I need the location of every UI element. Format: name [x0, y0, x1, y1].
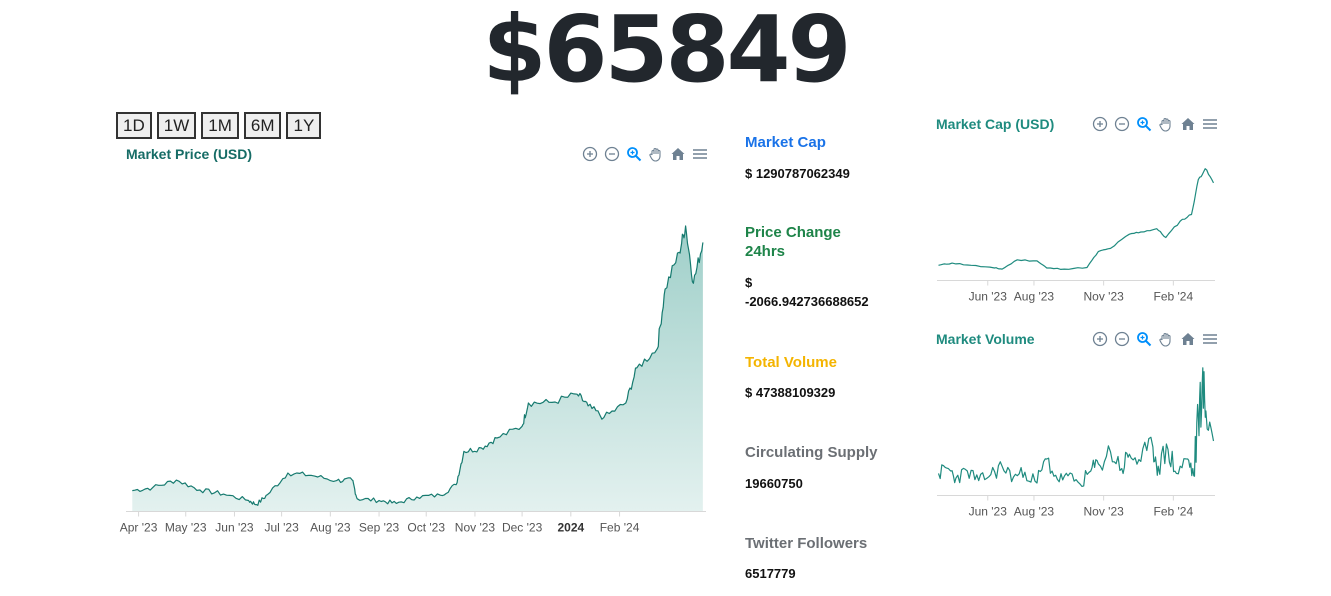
x-tick-label: Aug '23: [1014, 290, 1055, 304]
x-tick-label: Oct '23: [407, 521, 445, 535]
market-volume-series: [937, 367, 1215, 487]
zoom-in-icon[interactable]: [1091, 330, 1109, 348]
x-tick-label: Feb '24: [1154, 290, 1194, 304]
stat-label: Market Cap: [745, 134, 826, 151]
x-tick-label: Nov '23: [1083, 505, 1124, 519]
x-tick-label: Feb '24: [1154, 505, 1194, 519]
current-price: $65849: [482, 0, 851, 103]
zoom-in-icon[interactable]: [581, 145, 599, 163]
stat-price-change: Price Change 24hrs $ -2066.942736688652: [745, 223, 869, 309]
x-tick-label: Jun '23: [215, 521, 254, 535]
reset-home-icon[interactable]: [1179, 330, 1197, 348]
stat-label: Total Volume: [745, 354, 837, 371]
x-tick-label: Dec '23: [502, 521, 543, 535]
stat-total-volume: Total Volume $ 47388109329: [745, 353, 837, 400]
stat-value: $ 47388109329: [745, 385, 836, 400]
market-cap-chart-toolbar: [1091, 115, 1219, 133]
market-price-chart-toolbar: [581, 145, 709, 163]
market-volume-chart-toolbar: [1091, 330, 1219, 348]
pan-hand-icon[interactable]: [1157, 115, 1175, 133]
market-volume-chart-title: Market Volume: [936, 331, 1035, 347]
stat-value: 19660750: [745, 476, 803, 491]
zoom-out-icon[interactable]: [1113, 115, 1131, 133]
zoom-out-icon[interactable]: [603, 145, 621, 163]
menu-icon[interactable]: [1201, 330, 1219, 348]
market-price-chart-title: Market Price (USD): [126, 146, 253, 162]
reset-home-icon[interactable]: [669, 145, 687, 163]
x-tick-label: Jul '23: [264, 521, 299, 535]
stat-value: $ 1290787062349: [745, 166, 850, 181]
range-1m-button[interactable]: 1M: [201, 112, 239, 139]
time-range-selector: 1D 1W 1M 6M 1Y: [116, 112, 322, 139]
market-price-series: [132, 225, 704, 506]
x-tick-label: 2024: [557, 521, 584, 535]
market-price-chart: Apr '23 May '23 Jun '23 Jul '23 Aug '23 Sep '…: [120, 225, 706, 535]
stat-label: Twitter Followers: [745, 535, 868, 552]
zoom-in-icon[interactable]: [1091, 115, 1109, 133]
x-tick-label: Nov '23: [455, 521, 496, 535]
selection-zoom-icon[interactable]: [625, 145, 643, 163]
range-6m-button[interactable]: 6M: [243, 112, 282, 139]
range-1d-button[interactable]: 1D: [116, 112, 152, 139]
market-cap-chart: Jun '23 Aug '23 Nov '23 Feb '24: [937, 168, 1215, 304]
range-1w-button[interactable]: 1W: [156, 112, 197, 139]
x-tick-label: Aug '23: [1014, 505, 1055, 519]
x-tick-label: Aug '23: [310, 521, 351, 535]
zoom-out-icon[interactable]: [1113, 330, 1131, 348]
x-tick-label: Feb '24: [600, 521, 640, 535]
x-tick-label: May '23: [165, 521, 207, 535]
stat-market-cap: Market Cap $ 1290787062349: [745, 133, 850, 181]
x-tick-label: Apr '23: [120, 521, 158, 535]
x-tick-label: Jun '23: [969, 505, 1008, 519]
stat-value: 6517779: [745, 566, 796, 581]
selection-zoom-icon[interactable]: [1135, 330, 1153, 348]
stat-value-line2: -2066.942736688652: [745, 294, 869, 309]
stat-label: Circulating Supply: [745, 444, 878, 461]
stat-label-line1: Price Change: [745, 224, 841, 241]
pan-hand-icon[interactable]: [647, 145, 665, 163]
price-area: [132, 226, 703, 511]
range-1y-button[interactable]: 1Y: [286, 112, 322, 139]
market-cap-chart-title: Market Cap (USD): [936, 116, 1055, 132]
stat-label-line2: 24hrs: [745, 243, 786, 260]
pan-hand-icon[interactable]: [1157, 330, 1175, 348]
stat-value-line1: $: [745, 275, 753, 290]
menu-icon[interactable]: [691, 145, 709, 163]
market-volume-chart: Jun '23 Aug '23 Nov '23 Feb '24: [937, 367, 1215, 519]
x-tick-label: Jun '23: [969, 290, 1008, 304]
stat-circulating-supply: Circulating Supply 19660750: [745, 443, 878, 491]
menu-icon[interactable]: [1201, 115, 1219, 133]
stat-twitter-followers: Twitter Followers 6517779: [745, 534, 868, 581]
market-cap-series: [938, 168, 1215, 270]
x-tick-label: Sep '23: [359, 521, 400, 535]
reset-home-icon[interactable]: [1179, 115, 1197, 133]
selection-zoom-icon[interactable]: [1135, 115, 1153, 133]
x-tick-label: Nov '23: [1083, 290, 1124, 304]
